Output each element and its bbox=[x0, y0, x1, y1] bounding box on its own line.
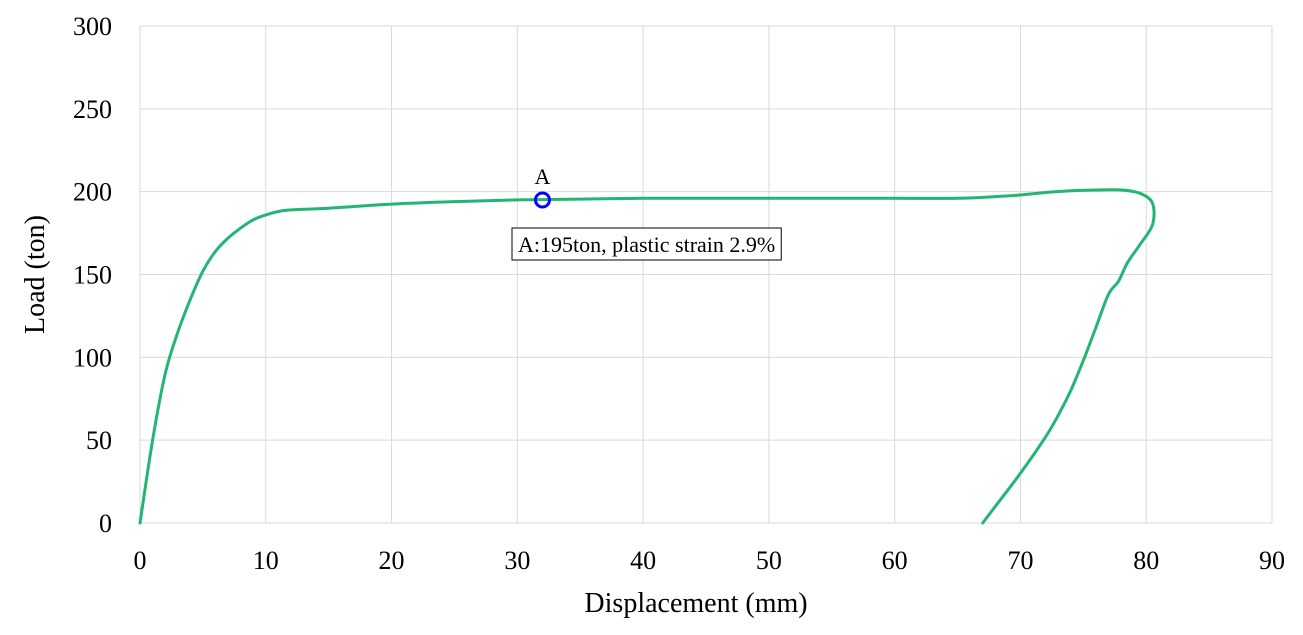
y-tick-label: 0 bbox=[99, 509, 112, 538]
annotation-text: A:195ton, plastic strain 2.9% bbox=[518, 232, 775, 257]
annotation-layer: A:195ton, plastic strain 2.9% A bbox=[511, 164, 782, 261]
x-axis-ticks: 0 10 20 30 40 50 60 70 80 90 bbox=[134, 546, 1286, 575]
x-tick-label: 60 bbox=[882, 546, 908, 575]
y-tick-label: 200 bbox=[73, 178, 112, 207]
y-tick-label: 50 bbox=[86, 426, 112, 455]
point-a-label: A bbox=[535, 164, 551, 189]
y-tick-label: 300 bbox=[73, 12, 112, 41]
y-tick-label: 250 bbox=[73, 95, 112, 124]
y-axis-title: Load (ton) bbox=[20, 215, 51, 334]
series-layer bbox=[138, 188, 1156, 525]
x-tick-label: 50 bbox=[756, 546, 782, 575]
grid bbox=[139, 25, 1273, 524]
x-tick-label: 0 bbox=[134, 546, 147, 575]
point-a-marker bbox=[533, 191, 551, 209]
y-tick-label: 100 bbox=[73, 343, 112, 372]
x-tick-label: 90 bbox=[1259, 546, 1285, 575]
x-tick-label: 10 bbox=[253, 546, 279, 575]
x-tick-label: 30 bbox=[504, 546, 530, 575]
load-curve bbox=[138, 188, 1156, 525]
x-tick-label: 80 bbox=[1133, 546, 1159, 575]
y-tick-label: 150 bbox=[73, 261, 112, 290]
x-tick-label: 20 bbox=[379, 546, 405, 575]
x-axis-title: Displacement (mm) bbox=[584, 588, 807, 619]
x-tick-label: 70 bbox=[1007, 546, 1033, 575]
annotation-box bbox=[511, 227, 782, 261]
y-axis-ticks: 0 50 100 150 200 250 300 bbox=[73, 12, 112, 538]
x-tick-label: 40 bbox=[630, 546, 656, 575]
